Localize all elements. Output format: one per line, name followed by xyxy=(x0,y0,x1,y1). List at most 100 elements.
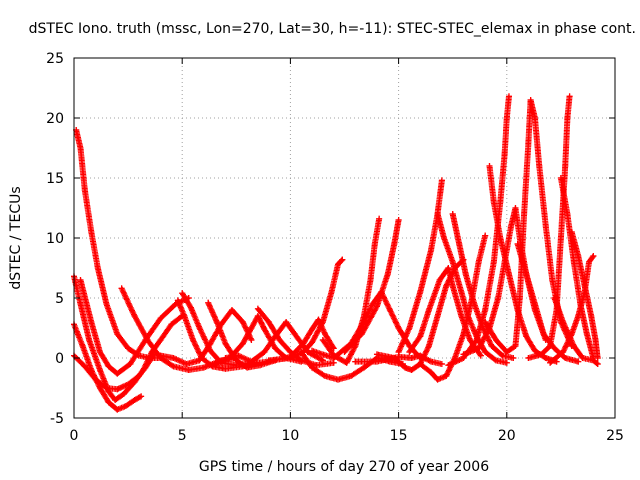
x-tick-label: 10 xyxy=(281,428,299,444)
data-point xyxy=(81,187,88,193)
data-point xyxy=(449,211,456,217)
chart-title: dSTEC Iono. truth (mssc, Lon=270, Lat=30… xyxy=(29,21,636,37)
data-point xyxy=(352,358,359,365)
data-point xyxy=(575,313,582,319)
data-point xyxy=(408,367,415,373)
data-point xyxy=(125,345,132,352)
data-point xyxy=(77,301,84,307)
data-point xyxy=(157,352,164,359)
data-point xyxy=(265,319,272,325)
series-pass-30 xyxy=(482,97,575,355)
data-point xyxy=(402,364,409,371)
data-point xyxy=(449,259,456,265)
data-point xyxy=(497,235,504,241)
data-point xyxy=(291,331,298,337)
data-point xyxy=(542,223,549,229)
data-point xyxy=(505,271,512,277)
data-point xyxy=(77,277,84,283)
data-point xyxy=(120,391,127,397)
y-tick-label: 10 xyxy=(46,231,64,247)
data-point xyxy=(330,345,337,352)
data-point xyxy=(205,299,212,306)
x-axis-label: GPS time / hours of day 270 of year 2006 xyxy=(199,459,489,475)
data-point xyxy=(417,333,424,340)
data-point xyxy=(531,301,538,307)
data-point xyxy=(570,343,577,349)
data-point xyxy=(406,349,413,355)
data-point xyxy=(283,319,290,325)
data-point xyxy=(482,349,489,355)
data-point xyxy=(477,352,484,359)
data-point xyxy=(564,115,571,121)
axis-ticks: 0 5 10 15 20 25 -5 0 5 10 15 20 25 xyxy=(46,51,624,444)
data-point xyxy=(114,370,121,377)
series-pass-36 xyxy=(568,229,601,361)
data-point xyxy=(235,352,242,359)
data-point xyxy=(438,361,445,367)
series-markers xyxy=(525,93,573,361)
data-point xyxy=(531,347,538,354)
data-point xyxy=(233,357,240,364)
y-tick-label: 20 xyxy=(46,111,64,127)
data-point xyxy=(590,253,597,259)
data-point xyxy=(86,337,93,343)
data-point xyxy=(538,351,545,358)
data-point xyxy=(542,355,549,361)
data-point xyxy=(319,337,326,343)
data-point xyxy=(309,347,316,354)
data-point xyxy=(566,93,573,100)
data-point xyxy=(510,355,517,361)
data-point xyxy=(125,381,132,388)
series-pass-23 xyxy=(406,265,484,359)
data-point xyxy=(335,376,342,383)
data-point xyxy=(575,253,582,259)
data-point xyxy=(408,355,415,361)
data-point xyxy=(501,151,508,157)
data-point xyxy=(276,337,283,343)
data-point xyxy=(531,115,538,121)
data-point xyxy=(88,229,95,235)
data-point xyxy=(594,355,601,361)
data-point xyxy=(564,211,571,217)
data-point xyxy=(315,316,322,323)
data-point xyxy=(339,256,346,263)
data-point xyxy=(322,373,329,379)
data-point xyxy=(168,321,175,328)
data-point xyxy=(547,359,554,366)
data-point xyxy=(417,289,424,295)
data-point xyxy=(112,397,119,403)
data-point xyxy=(207,347,214,354)
data-point xyxy=(482,307,489,313)
data-point xyxy=(581,283,588,289)
data-point xyxy=(547,343,554,349)
data-point xyxy=(105,399,112,406)
data-point xyxy=(88,319,95,325)
data-point xyxy=(157,337,164,343)
data-point xyxy=(131,313,138,319)
data-point xyxy=(395,325,402,331)
data-point xyxy=(471,301,478,307)
data-point xyxy=(417,361,424,367)
data-point xyxy=(371,241,378,247)
data-point xyxy=(521,211,528,217)
data-point xyxy=(497,199,504,205)
series-pass-35 xyxy=(551,295,601,367)
series-pass-25 xyxy=(434,211,510,366)
data-point xyxy=(425,343,432,349)
data-point xyxy=(540,331,547,337)
x-tick-label: 0 xyxy=(70,428,79,444)
data-point xyxy=(239,340,246,347)
data-point xyxy=(118,285,125,292)
data-point xyxy=(322,331,329,337)
data-point xyxy=(560,349,567,355)
y-tick-label: 25 xyxy=(46,51,64,67)
data-point xyxy=(514,241,521,247)
data-point xyxy=(458,313,465,319)
data-point xyxy=(456,241,463,247)
data-point xyxy=(512,205,519,211)
data-point xyxy=(174,297,181,304)
data-point xyxy=(503,359,510,366)
data-point xyxy=(586,259,593,265)
y-tick-label: 0 xyxy=(55,351,64,367)
